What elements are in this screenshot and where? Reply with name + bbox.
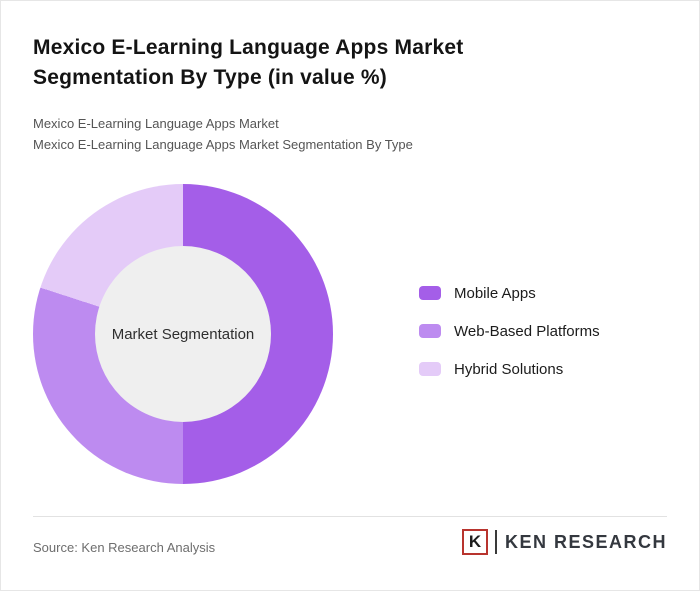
legend-item-web-based-platforms: Web-Based Platforms [419, 312, 600, 350]
legend-item-hybrid-solutions: Hybrid Solutions [419, 350, 600, 388]
logo-monogram: K [468, 532, 482, 551]
logo-monogram-box: K [461, 529, 488, 555]
legend-swatch-mobile-apps [419, 286, 441, 300]
donut-chart: Market Segmentation [33, 184, 333, 484]
source-text: Source: Ken Research Analysis [33, 540, 216, 555]
legend-item-mobile-apps: Mobile Apps [419, 274, 600, 312]
footer-divider [33, 516, 667, 517]
logo-brand-text: KEN RESEARCH [504, 531, 667, 552]
legend-label-mobile-apps: Mobile Apps [454, 284, 536, 302]
logo-separator [494, 530, 497, 554]
legend-swatch-hybrid-solutions [419, 362, 441, 376]
legend-swatch-web-based-platforms [419, 324, 441, 338]
subtitle-market: Mexico E-Learning Language Apps Market [33, 116, 279, 131]
legend: Mobile Apps Web-Based Platforms Hybrid S… [419, 274, 600, 388]
donut-center: Market Segmentation [95, 246, 271, 422]
legend-label-web-based-platforms: Web-Based Platforms [454, 322, 600, 340]
legend-label-hybrid-solutions: Hybrid Solutions [454, 360, 564, 378]
donut-center-label: Market Segmentation [111, 325, 255, 343]
ken-research-logo: K KEN RESEARCH [461, 529, 667, 555]
page-title: Mexico E-Learning Language Apps Market S… [33, 36, 464, 89]
subtitle-segmentation: Mexico E-Learning Language Apps Market S… [33, 137, 413, 152]
